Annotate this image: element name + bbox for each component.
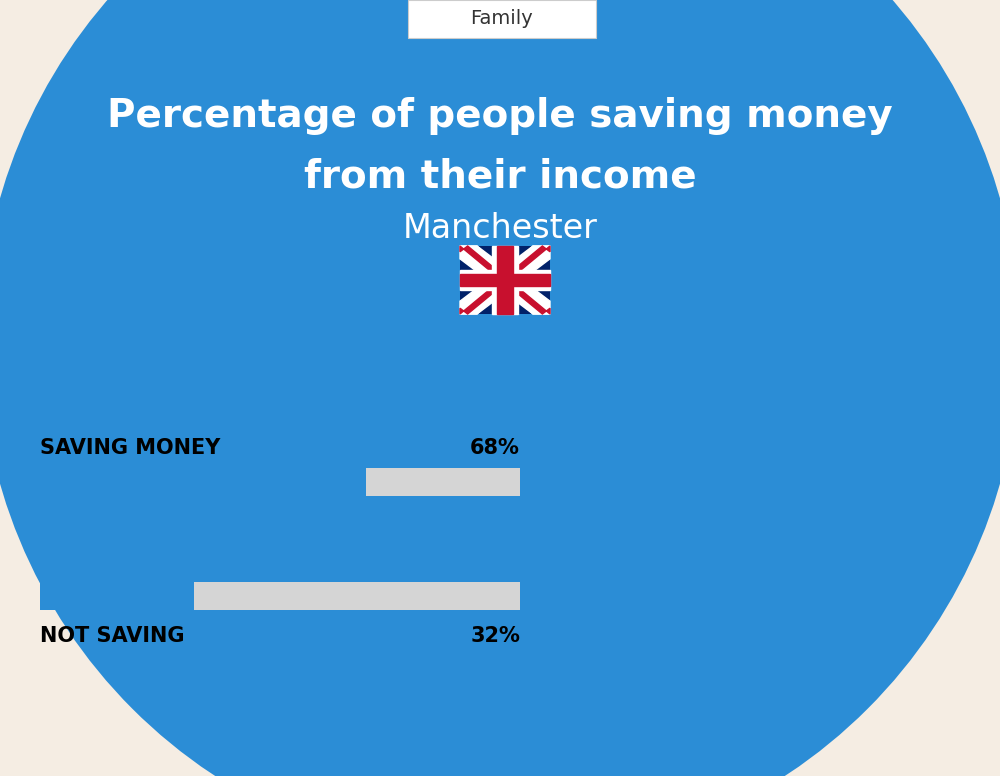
Text: 68%: 68% [470, 438, 520, 458]
FancyBboxPatch shape [40, 582, 194, 610]
FancyBboxPatch shape [40, 468, 366, 496]
Text: SAVING MONEY: SAVING MONEY [40, 438, 220, 458]
Text: Family: Family [471, 9, 533, 29]
Polygon shape [460, 246, 550, 314]
Polygon shape [492, 246, 518, 314]
Polygon shape [460, 246, 550, 314]
FancyBboxPatch shape [40, 582, 520, 610]
Polygon shape [497, 246, 513, 314]
Polygon shape [460, 246, 550, 314]
Text: 32%: 32% [470, 626, 520, 646]
Polygon shape [460, 271, 550, 289]
Polygon shape [460, 246, 550, 314]
Text: Percentage of people saving money: Percentage of people saving money [107, 97, 893, 135]
Polygon shape [460, 246, 550, 314]
FancyBboxPatch shape [40, 468, 520, 496]
FancyBboxPatch shape [408, 0, 596, 38]
FancyBboxPatch shape [460, 246, 550, 314]
Polygon shape [460, 246, 550, 314]
Text: NOT SAVING: NOT SAVING [40, 626, 184, 646]
Polygon shape [460, 274, 550, 286]
Text: Manchester: Manchester [403, 212, 597, 244]
Text: from their income: from their income [304, 157, 696, 195]
